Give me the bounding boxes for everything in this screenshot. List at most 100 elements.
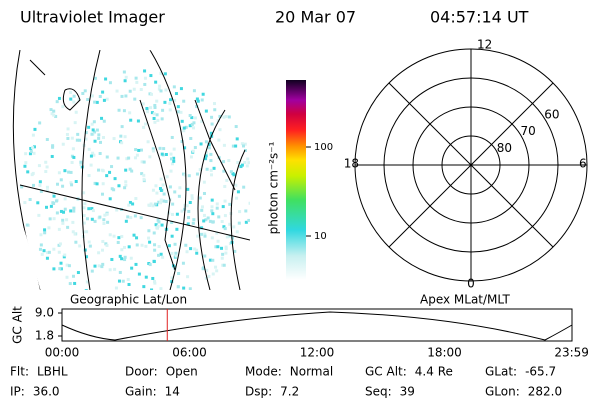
- pixel: [90, 207, 94, 211]
- pixel: [104, 242, 108, 246]
- pixel: [97, 251, 101, 255]
- pixel: [24, 161, 28, 165]
- pixel: [101, 90, 105, 94]
- pixel: [25, 223, 29, 227]
- pixel: [120, 141, 124, 145]
- pixel: [170, 157, 174, 161]
- pixel: [20, 185, 24, 189]
- pixel: [153, 103, 157, 107]
- pixel: [77, 98, 81, 102]
- pixel: [38, 180, 42, 184]
- pixel: [169, 152, 173, 156]
- pixel: [153, 202, 157, 206]
- pixel: [172, 159, 176, 163]
- pixel: [84, 137, 88, 141]
- pixel: [174, 251, 178, 255]
- pixel: [159, 188, 163, 192]
- pixel: [149, 74, 153, 78]
- pixel: [238, 210, 242, 214]
- pixel: [202, 191, 206, 195]
- pixel: [163, 72, 167, 76]
- pixel: [131, 202, 135, 206]
- pixel: [118, 270, 122, 274]
- pixel: [140, 160, 144, 164]
- pixel: [149, 106, 153, 110]
- pixel: [156, 118, 160, 122]
- pixel: [83, 202, 87, 206]
- pixel: [39, 189, 43, 193]
- pixel: [105, 155, 109, 159]
- pixel: [158, 146, 162, 150]
- pixel: [54, 114, 58, 118]
- pixel: [210, 205, 214, 209]
- pixel: [170, 135, 174, 139]
- pixel: [201, 266, 205, 270]
- pixel: [242, 144, 246, 148]
- pixel: [85, 217, 89, 221]
- pixel: [152, 112, 156, 116]
- pixel: [91, 209, 95, 213]
- pixel: [200, 205, 204, 209]
- pixel: [122, 70, 126, 74]
- pixel: [149, 202, 153, 206]
- pixel: [82, 221, 86, 225]
- pixel: [177, 272, 181, 276]
- pixel: [31, 183, 35, 187]
- field-label: Mode:: [245, 365, 282, 379]
- pixel: [36, 201, 40, 205]
- pixel: [118, 254, 122, 258]
- altitude-label: GC Alt: [11, 306, 25, 344]
- pixel: [142, 125, 146, 129]
- colorbar: [286, 80, 306, 280]
- pixel: [110, 257, 114, 261]
- pixel: [65, 275, 69, 279]
- pixel: [133, 214, 137, 218]
- pixel: [135, 80, 139, 84]
- pixel: [31, 171, 35, 175]
- pixel: [82, 206, 86, 210]
- pixel: [72, 100, 76, 104]
- pixel: [61, 184, 65, 188]
- pixel: [206, 216, 210, 220]
- polar-label: Apex MLat/MLT: [420, 293, 510, 307]
- pixel: [120, 257, 124, 261]
- pixel: [190, 116, 194, 120]
- pixel: [177, 110, 181, 114]
- pixel: [98, 95, 102, 99]
- pixel: [234, 144, 238, 148]
- pixel: [105, 174, 109, 178]
- pixel: [170, 220, 174, 224]
- pixel: [157, 244, 161, 248]
- pixel: [243, 148, 247, 152]
- pixel: [71, 274, 75, 278]
- meridian: [197, 109, 226, 290]
- x-tick-label: 06:00: [172, 346, 207, 360]
- pixel: [189, 136, 193, 140]
- pixel: [134, 76, 138, 80]
- pixel: [195, 97, 199, 101]
- lat-label: 60: [544, 108, 559, 122]
- pixel: [163, 100, 167, 104]
- pixel: [65, 218, 69, 222]
- pixel: [123, 79, 127, 83]
- pixel: [61, 218, 65, 222]
- x-tick-label: 18:00: [427, 346, 462, 360]
- pixel: [242, 185, 246, 189]
- pixel: [203, 234, 207, 238]
- pixel: [151, 188, 155, 192]
- pixel: [120, 94, 124, 98]
- pixel: [182, 129, 186, 133]
- pixel: [223, 227, 227, 231]
- pixel: [159, 89, 163, 93]
- pixel: [124, 94, 128, 98]
- pixel: [143, 82, 147, 86]
- mlt-label: 18: [344, 157, 359, 171]
- pixel: [100, 116, 104, 120]
- pixel: [82, 191, 86, 195]
- coastline: [29, 59, 236, 271]
- pixel: [57, 227, 61, 231]
- field-label: IP:: [10, 385, 25, 399]
- pixel: [225, 178, 229, 182]
- pixel: [216, 245, 220, 249]
- pixel: [200, 208, 204, 212]
